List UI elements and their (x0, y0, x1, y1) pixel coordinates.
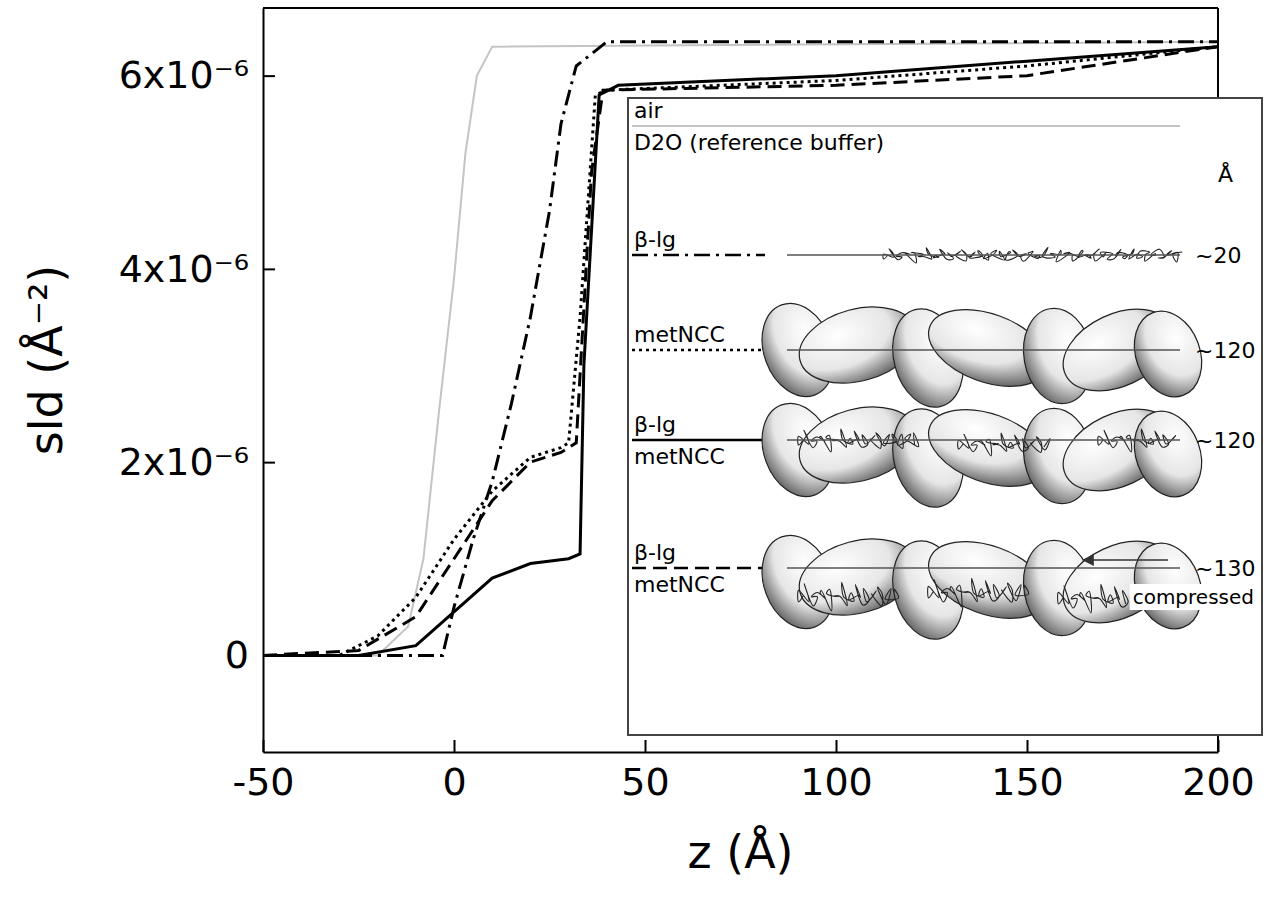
y-tick-label: 4x10⁻⁶ (119, 247, 249, 291)
compression-arrow (1083, 559, 1168, 561)
cartoon-protein (928, 578, 1029, 607)
interface-line (787, 439, 1180, 440)
cartoon-protein (958, 433, 1050, 456)
legend-label: β-lgmetNCC (634, 412, 725, 469)
y-tick-label: 6x10⁻⁶ (119, 53, 249, 97)
x-axis: -50 0 50 100 150 200 (232, 740, 1254, 804)
x-tick-mark (645, 740, 647, 752)
cartoon-protein (1058, 584, 1129, 613)
x-tick: 100 (800, 740, 873, 804)
x-tick-label: 100 (800, 760, 873, 804)
thickness-label: ~130 (1195, 556, 1255, 581)
y-tick-mark (263, 75, 275, 77)
interface-line (787, 254, 1180, 255)
legend-swatch (632, 254, 765, 257)
y-axis-line (263, 9, 265, 753)
x-tick: 150 (991, 740, 1064, 804)
y-tick: 2x10⁻⁶ (119, 440, 275, 484)
particle (1123, 402, 1213, 507)
legend-label: airD2O (reference buffer) (634, 98, 884, 155)
inset-note: compressed (1133, 585, 1254, 609)
x-tick-mark (1218, 740, 1220, 752)
y-tick: 6x10⁻⁶ (119, 53, 275, 97)
thickness-label: ~120 (1195, 338, 1255, 363)
x-tick-label: -50 (232, 760, 294, 804)
x-axis-line (264, 752, 1219, 754)
x-tick-mark (836, 740, 838, 752)
x-tick-mark (454, 740, 456, 752)
x-tick: 0 (442, 740, 466, 804)
legend-swatch (632, 349, 765, 352)
inset-frame (628, 98, 1262, 735)
y-tick-label: 0 (225, 633, 249, 677)
plot-frame (263, 7, 1218, 9)
cartoon-protein (798, 582, 899, 611)
unit-label: Å (1218, 161, 1233, 187)
y-tick-mark (263, 462, 275, 464)
legend-swatch (632, 439, 765, 442)
x-tick-label: 0 (442, 760, 466, 804)
cartoon-particles (750, 293, 1213, 415)
thickness-label: ~20 (1195, 243, 1241, 268)
legend-swatch (632, 125, 1180, 127)
y-tick: 4x10⁻⁶ (119, 247, 275, 291)
x-tick-label: 200 (1182, 760, 1255, 804)
interface-line (787, 349, 1180, 350)
y-axis: 0 2x10⁻⁶ 4x10⁻⁶ 6x10⁻⁶ (119, 9, 275, 753)
note-background (1130, 584, 1257, 610)
cartoon-particles (750, 393, 1213, 515)
thickness-label: ~120 (1195, 428, 1255, 453)
x-tick-label: 50 (621, 760, 669, 804)
legend-label: β-lg (634, 227, 676, 252)
chart: -50 0 50 100 150 200 0 2x10⁻⁶ 4x10⁻⁶ 6x10⁻⁶ z (Å) s… (0, 0, 1272, 901)
interface-line (787, 567, 1180, 568)
legend-swatch (632, 567, 765, 570)
legend-label: metNCC (634, 322, 725, 347)
y-tick-label: 2x10⁻⁶ (119, 440, 249, 484)
y-tick-mark (263, 268, 275, 270)
x-axis-title: z (Å) (687, 825, 793, 879)
inset: airD2O (reference buffer)β-lgmetNCCβ-lgm… (628, 98, 1262, 735)
x-tick: 50 (621, 740, 669, 804)
legend-label: β-lgmetNCC (634, 540, 725, 597)
x-tick: 200 (1182, 740, 1255, 804)
x-tick-label: 150 (991, 760, 1064, 804)
y-axis-title: sld (Å⁻²) (19, 265, 73, 456)
x-tick-mark (1027, 740, 1029, 752)
